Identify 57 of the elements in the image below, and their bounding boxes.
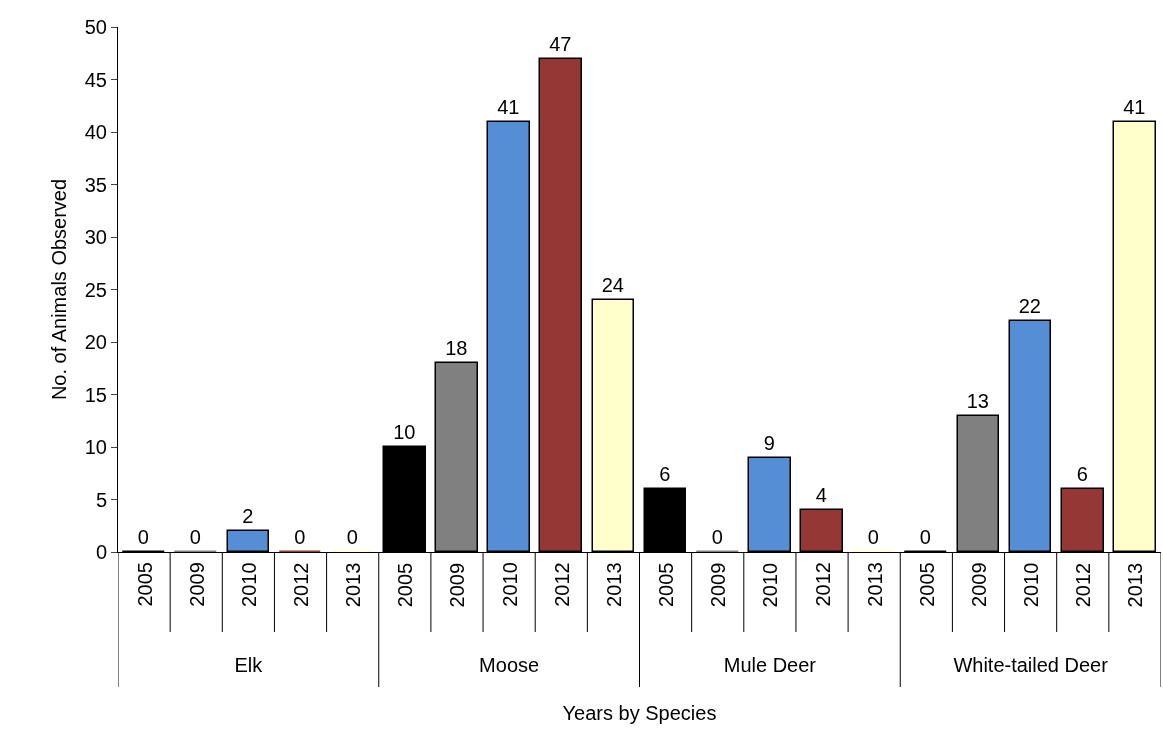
text: 2012 <box>1072 562 1095 608</box>
data-label: 10 <box>393 421 416 444</box>
y-tick-label: 15 <box>84 383 107 406</box>
data-label: 0 <box>294 526 306 549</box>
y-tick-label: 45 <box>84 68 107 91</box>
x-tick-label: Moose <box>479 654 540 676</box>
y-tick-label: 10 <box>84 436 107 458</box>
x-tick-label: Mule Deer <box>723 654 817 676</box>
data-label: 41 <box>497 96 520 119</box>
data-label: 0 <box>867 526 879 549</box>
text: 2013 <box>602 562 625 607</box>
text: 2013 <box>1124 562 1147 608</box>
text: 2005 <box>133 562 156 607</box>
data-label: 0 <box>189 526 201 549</box>
text: 2012 <box>290 562 313 608</box>
y-tick-label: 40 <box>84 121 107 143</box>
y-tick-label: 35 <box>84 173 107 196</box>
text: 2012 <box>811 562 834 607</box>
data-label: 4 <box>815 484 827 507</box>
text: 2009 <box>185 562 208 607</box>
data-label: 6 <box>1076 463 1088 486</box>
y-tick-label: 0 <box>95 541 107 563</box>
y-tick-label: 25 <box>84 278 107 301</box>
data-label: 2 <box>242 505 254 528</box>
data-label: 41 <box>1123 96 1146 119</box>
text: 2009 <box>967 562 990 607</box>
y-tick-label: 50 <box>84 16 107 38</box>
text: 2010 <box>1020 562 1043 608</box>
text: 2010 <box>237 562 260 607</box>
text: 2005 <box>394 562 417 608</box>
text: 2010 <box>759 562 782 608</box>
data-label: 6 <box>659 463 671 486</box>
data-label: 13 <box>966 390 989 413</box>
data-label: 0 <box>346 526 358 549</box>
x-tick-label: White-tailed Deer <box>953 654 1109 676</box>
x-axis-title: Years by Species <box>562 701 717 724</box>
text: 2009 <box>707 562 730 608</box>
text: 2005 <box>915 562 938 607</box>
data-label: 47 <box>549 33 572 56</box>
data-label: 0 <box>711 526 723 549</box>
data-label: 0 <box>137 526 149 549</box>
data-label: 24 <box>601 274 624 297</box>
data-label: 9 <box>763 432 775 455</box>
data-label: 0 <box>919 526 931 549</box>
text: 2009 <box>446 562 469 608</box>
x-tick-label: Elk <box>234 654 264 676</box>
text: 2010 <box>498 562 521 607</box>
text: 2012 <box>550 562 573 607</box>
y-tick-label: 5 <box>95 488 107 511</box>
y-axis-title: No. of Animals Observed <box>48 178 71 401</box>
data-label: 18 <box>445 337 468 360</box>
y-tick-label: 20 <box>84 331 107 353</box>
text: 2005 <box>655 562 678 608</box>
text: 2013 <box>342 562 365 608</box>
text: 2013 <box>863 562 886 607</box>
y-tick-label: 30 <box>84 226 107 248</box>
data-label: 22 <box>1018 295 1041 318</box>
